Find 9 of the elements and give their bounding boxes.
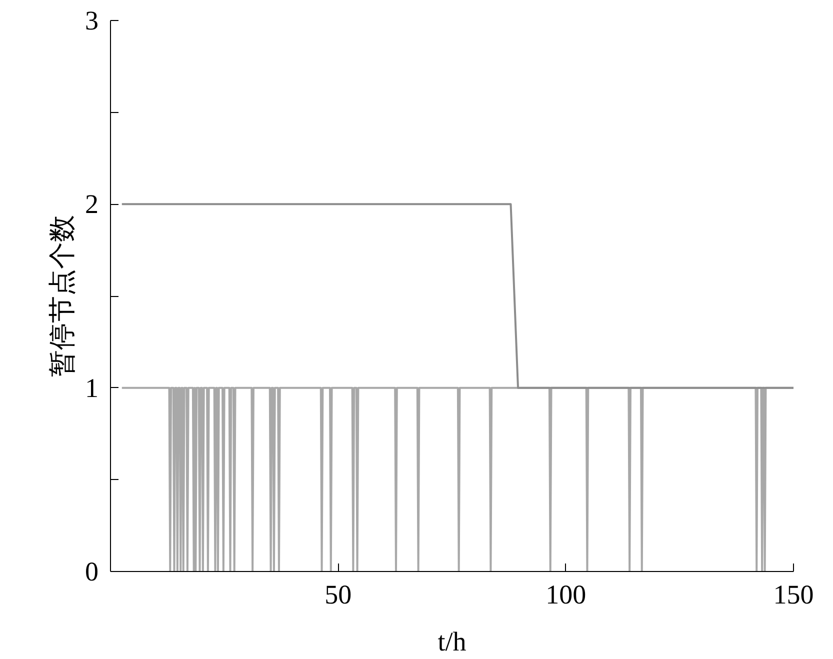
x-tick-label: 150	[773, 580, 814, 610]
x-tick-label: 50	[324, 580, 352, 610]
y-axis-title: 暂停节点个数	[47, 215, 77, 377]
x-tick-label: 100	[546, 580, 586, 610]
y-tick-label: 0	[85, 556, 98, 586]
y-tick-label: 3	[85, 6, 98, 36]
y-tick-label: 2	[85, 189, 98, 220]
x-axis-title: t/h	[438, 626, 467, 656]
y-tick-label: 1	[85, 372, 98, 403]
